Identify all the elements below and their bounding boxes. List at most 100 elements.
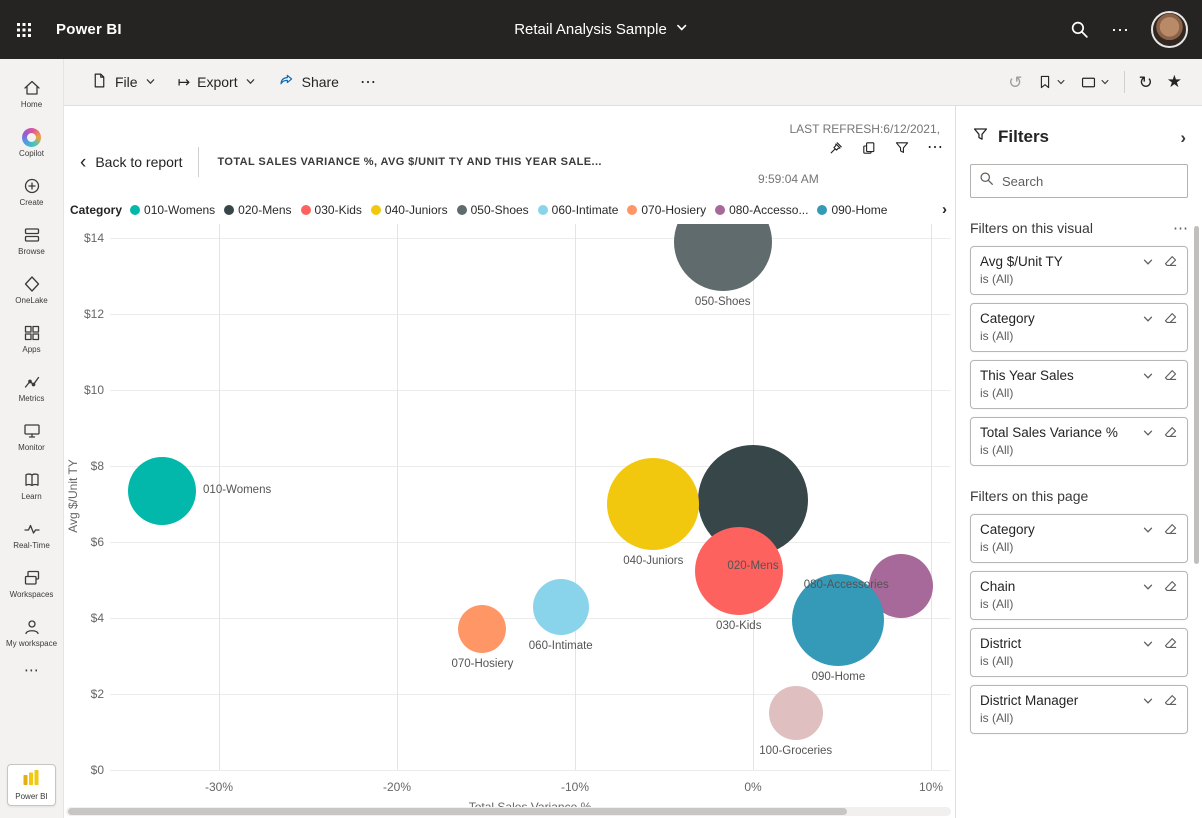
filters-search-input[interactable] (1002, 173, 1179, 189)
metrics-icon (22, 372, 42, 392)
y-tick-label: $6 (90, 535, 104, 549)
filters-search-box[interactable] (970, 164, 1188, 198)
filter-card-district-manager[interactable]: District Manager is (All) (970, 685, 1188, 734)
clear-filter-eraser-icon[interactable] (1163, 579, 1178, 594)
x-tick-label: -30% (204, 780, 234, 794)
more-options-icon[interactable]: ⋯ (1111, 19, 1129, 40)
sidebar-item-metrics[interactable]: Metrics (0, 363, 63, 412)
sidebar-item-apps[interactable]: Apps (0, 314, 63, 363)
chevron-down-icon[interactable] (1142, 581, 1154, 593)
back-chevron-icon[interactable]: ‹ (80, 151, 87, 173)
filter-card-total-sales-variance[interactable]: Total Sales Variance % is (All) (970, 417, 1188, 466)
clear-filter-eraser-icon[interactable] (1163, 522, 1178, 537)
sidebar-item-monitor[interactable]: Monitor (0, 412, 63, 461)
gridline (110, 542, 950, 543)
chevron-down-icon[interactable] (1142, 256, 1154, 268)
clear-filter-eraser-icon[interactable] (1163, 254, 1178, 269)
clear-filter-eraser-icon[interactable] (1163, 311, 1178, 326)
clear-filter-eraser-icon[interactable] (1163, 693, 1178, 708)
plot-area[interactable]: 050-Shoes 020-Mens 010-Womens 040-Juniors 08… (110, 224, 950, 776)
bubble-010-womens[interactable] (128, 456, 197, 525)
sidebar-item-onelake[interactable]: OneLake (0, 265, 63, 314)
filters-pane-scrollbar[interactable] (1194, 226, 1199, 564)
horizontal-scrollbar-thumb[interactable] (68, 808, 847, 815)
filter-card-category[interactable]: Category is (All) (970, 303, 1188, 352)
rail-more-icon[interactable]: ⋯ (24, 662, 39, 679)
chevron-down-icon[interactable] (1142, 524, 1154, 536)
legend-item-080-accesso[interactable]: 080-Accesso... (715, 203, 808, 217)
view-mode-button[interactable] (1080, 74, 1110, 91)
bubble-090-home[interactable] (792, 573, 885, 666)
legend-item-040-juniors[interactable]: 040-Juniors (370, 203, 448, 217)
clear-filter-eraser-icon[interactable] (1163, 425, 1178, 440)
x-tick-label: -10% (560, 780, 590, 794)
legend-dot-icon (224, 204, 235, 215)
sidebar-item-home[interactable]: Home (0, 69, 63, 118)
bubble-label-010-womens: 010-Womens (203, 483, 272, 496)
bubble-100-groceries[interactable] (768, 686, 823, 740)
filter-card-this-year-sales[interactable]: This Year Sales is (All) (970, 360, 1188, 409)
search-icon[interactable] (1070, 20, 1089, 39)
reset-view-icon[interactable]: ↺ (1008, 72, 1023, 92)
favorite-star-icon[interactable]: ★ (1166, 72, 1182, 91)
visual-filter-icon[interactable] (894, 140, 910, 156)
section-more-icon[interactable]: ⋯ (1173, 219, 1188, 237)
bubble-050-shoes[interactable] (673, 224, 772, 291)
sidebar-item-my-workspace[interactable]: My workspace (0, 608, 63, 657)
collapse-pane-icon[interactable]: › (1180, 127, 1186, 147)
share-button[interactable]: Share (267, 66, 350, 98)
filter-card-district[interactable]: District is (All) (970, 628, 1188, 677)
visual-header-toolbar: ⋯ (828, 140, 943, 156)
legend-item-030-kids[interactable]: 030-Kids (300, 203, 362, 217)
back-to-report-link[interactable]: Back to report (95, 154, 183, 170)
visual-more-icon[interactable]: ⋯ (927, 139, 943, 156)
legend-item-070-hosiery[interactable]: 070-Hosiery (627, 203, 706, 217)
sidebar-item-label: Real-Time (13, 541, 50, 550)
powerbi-badge[interactable]: Power BI (7, 764, 56, 806)
export-menu-button[interactable]: ↦ Export (167, 66, 267, 98)
chevron-down-icon[interactable] (1142, 313, 1154, 325)
filter-card-chain[interactable]: Chain is (All) (970, 571, 1188, 620)
chevron-down-icon[interactable] (1142, 695, 1154, 707)
legend-item-010-womens[interactable]: 010-Womens (130, 203, 215, 217)
bubble-030-kids[interactable] (694, 526, 783, 615)
legend-dot-icon (817, 204, 828, 215)
sidebar-item-workspaces[interactable]: Workspaces (0, 559, 63, 608)
toolbar-more-icon[interactable]: ⋯ (350, 72, 386, 92)
legend-item-060-intimate[interactable]: 060-Intimate (537, 203, 618, 217)
filter-card-avg-unit-ty[interactable]: Avg $/Unit TY is (All) (970, 246, 1188, 295)
bookmarks-button[interactable] (1037, 74, 1066, 90)
legend-scroll-right-icon[interactable]: › (942, 201, 947, 218)
bubble-040-juniors[interactable] (607, 458, 700, 550)
horizontal-scrollbar[interactable] (66, 807, 951, 816)
y-tick-label: $12 (83, 307, 104, 321)
app-launcher-icon[interactable] (0, 0, 48, 59)
report-title-menu[interactable]: Retail Analysis Sample (514, 0, 688, 59)
pin-visual-icon[interactable] (828, 140, 844, 156)
clear-filter-eraser-icon[interactable] (1163, 368, 1178, 383)
filter-card-category[interactable]: Category is (All) (970, 514, 1188, 563)
sidebar-item-real-time[interactable]: Real-Time (0, 510, 63, 559)
filter-name: District (980, 636, 1022, 651)
sidebar-item-learn[interactable]: Learn (0, 461, 63, 510)
legend-item-020-mens[interactable]: 020-Mens (224, 203, 292, 217)
user-avatar[interactable] (1151, 11, 1188, 48)
copy-visual-icon[interactable] (861, 140, 877, 156)
clear-filter-eraser-icon[interactable] (1163, 636, 1178, 651)
sidebar-item-copilot[interactable]: Copilot (0, 118, 63, 167)
filter-value: is (All) (980, 329, 1014, 343)
bubble-060-intimate[interactable] (532, 578, 589, 635)
chevron-down-icon[interactable] (1142, 427, 1154, 439)
sidebar-item-create[interactable]: Create (0, 167, 63, 216)
chevron-down-icon[interactable] (1142, 370, 1154, 382)
filter-name: District Manager (980, 693, 1079, 708)
legend-item-050-shoes[interactable]: 050-Shoes (456, 203, 529, 217)
chevron-down-icon[interactable] (1142, 638, 1154, 650)
bubble-070-hosiery[interactable] (458, 605, 507, 654)
refresh-icon[interactable]: ↻ (1138, 72, 1153, 92)
sidebar-item-browse[interactable]: Browse (0, 216, 63, 265)
legend-item-090-home[interactable]: 090-Home (817, 203, 887, 217)
bubble-label-050-shoes: 050-Shoes (694, 295, 751, 308)
file-menu-button[interactable]: File (80, 66, 167, 98)
chevron-down-icon (1101, 79, 1108, 85)
